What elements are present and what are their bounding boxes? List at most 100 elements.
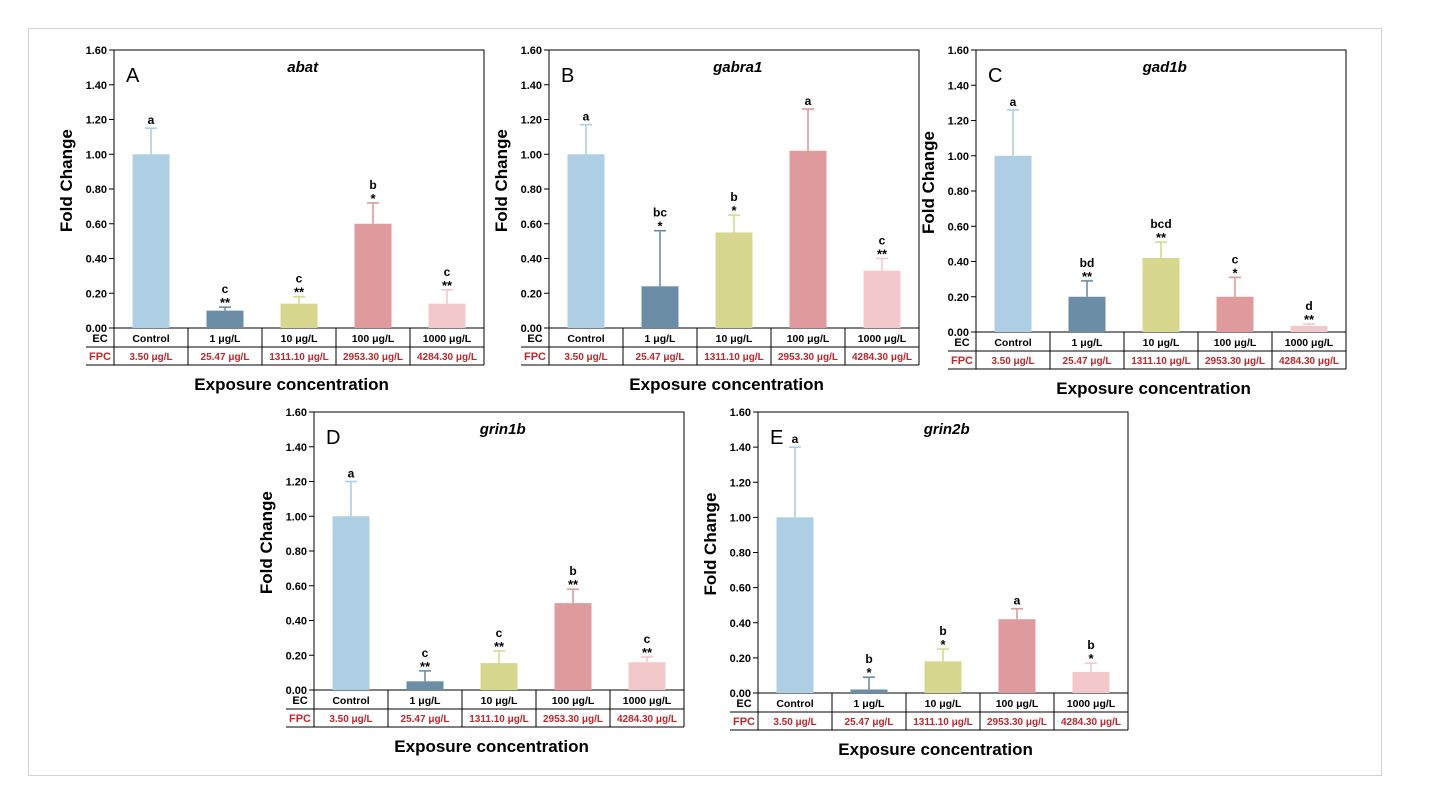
y-axis-label: Fold Change bbox=[919, 131, 938, 234]
y-tick-label: 1.40 bbox=[286, 442, 307, 454]
y-tick-label: 1.20 bbox=[86, 115, 107, 127]
ec-label: 1 μg/L bbox=[210, 333, 242, 345]
group-letter: c bbox=[496, 626, 503, 640]
y-tick-label: 0.00 bbox=[730, 688, 751, 700]
significance-stars: ** bbox=[1304, 312, 1315, 327]
y-tick-label: 0.20 bbox=[286, 650, 307, 662]
ec-label: 1 μg/L bbox=[645, 333, 677, 345]
fpc-label: 1311.10 μg/L bbox=[469, 714, 529, 725]
bar bbox=[715, 232, 753, 328]
panel-letter: C bbox=[988, 65, 1002, 87]
y-tick-label: 1.00 bbox=[521, 149, 542, 161]
y-tick-label: 1.20 bbox=[286, 477, 307, 489]
y-tick-label: 1.20 bbox=[730, 477, 751, 489]
y-tick-label: 0.60 bbox=[86, 219, 107, 231]
bar bbox=[998, 619, 1036, 693]
fpc-label: 2953.30 μg/L bbox=[343, 352, 403, 363]
group-letter: c bbox=[422, 646, 429, 660]
bar bbox=[1216, 296, 1254, 332]
bar bbox=[1290, 325, 1328, 332]
fpc-label: 25.47 μg/L bbox=[1063, 356, 1112, 367]
y-tick-label: 1.60 bbox=[86, 45, 107, 57]
bar bbox=[332, 516, 370, 690]
group-letter: b bbox=[939, 624, 946, 638]
significance-stars: * bbox=[940, 637, 946, 652]
y-tick-label: 0.20 bbox=[730, 653, 751, 665]
bar bbox=[132, 154, 170, 328]
significance-stars: ** bbox=[494, 639, 505, 654]
y-tick-label: 1.60 bbox=[730, 407, 751, 419]
panel-letter: D bbox=[326, 427, 340, 449]
significance-stars: ** bbox=[642, 645, 653, 660]
y-tick-label: 1.40 bbox=[521, 80, 542, 92]
group-letter: a bbox=[348, 467, 355, 481]
ec-label: Control bbox=[332, 695, 369, 707]
y-tick-label: 0.80 bbox=[730, 548, 751, 560]
group-letter: c bbox=[644, 632, 651, 646]
y-axis-label: Fold Change bbox=[57, 129, 76, 232]
ec-label: 10 μg/L bbox=[281, 333, 318, 345]
ec-label: 1000 μg/L bbox=[423, 333, 472, 345]
y-tick-label: 0.20 bbox=[86, 288, 107, 300]
panel-letter: A bbox=[126, 65, 140, 87]
fpc-label: 1311.10 μg/L bbox=[913, 717, 973, 728]
y-tick-label: 0.20 bbox=[521, 288, 542, 300]
fpc-label: 4284.30 μg/L bbox=[852, 352, 912, 363]
fpc-label: 2953.30 μg/L bbox=[987, 717, 1047, 728]
bar bbox=[206, 310, 244, 328]
row-label-fpc: FPC bbox=[289, 713, 311, 725]
group-letter: a bbox=[583, 110, 590, 124]
significance-stars: * bbox=[731, 203, 737, 218]
fpc-label: 25.47 μg/L bbox=[636, 352, 685, 363]
y-tick-label: 1.00 bbox=[730, 512, 751, 524]
group-letter: a bbox=[148, 113, 155, 127]
fpc-label: 4284.30 μg/L bbox=[1061, 717, 1121, 728]
row-label-fpc: FPC bbox=[733, 716, 755, 728]
group-letter: c bbox=[1232, 252, 1239, 266]
fpc-label: 1311.10 μg/L bbox=[1131, 356, 1191, 367]
group-letter: bcd bbox=[1150, 217, 1171, 231]
fpc-label: 4284.30 μg/L bbox=[417, 352, 477, 363]
y-tick-label: 1.60 bbox=[286, 407, 307, 419]
significance-stars: ** bbox=[1082, 269, 1093, 284]
panel-title: grin2b bbox=[923, 421, 970, 438]
significance-stars: * bbox=[1088, 651, 1094, 666]
y-tick-label: 1.20 bbox=[521, 115, 542, 127]
fpc-label: 25.47 μg/L bbox=[845, 717, 894, 728]
bar bbox=[789, 150, 827, 328]
significance-stars: ** bbox=[568, 577, 579, 592]
panel-title: gabra1 bbox=[712, 59, 762, 76]
x-axis-label: Exposure concentration bbox=[394, 737, 589, 756]
bar bbox=[406, 681, 444, 690]
x-axis-label: Exposure concentration bbox=[1056, 379, 1251, 398]
ec-label: 10 μg/L bbox=[925, 698, 962, 710]
fpc-label: 1311.10 μg/L bbox=[269, 352, 329, 363]
group-letter: a bbox=[1010, 95, 1017, 109]
ec-label: 100 μg/L bbox=[352, 333, 395, 345]
panel-d: 0.00 0.20 0.40 0.60 0.80 1.00 1.20 1.40 1.60 Fold… bbox=[257, 407, 685, 756]
ec-label: 1000 μg/L bbox=[858, 333, 907, 345]
y-tick-label: 1.20 bbox=[948, 116, 969, 128]
row-label-ec: EC bbox=[527, 333, 542, 345]
y-tick-label: 0.20 bbox=[948, 292, 969, 304]
significance-stars: ** bbox=[220, 295, 231, 310]
significance-stars: * bbox=[370, 191, 376, 206]
y-tick-label: 0.40 bbox=[286, 616, 307, 628]
panel-letter: E bbox=[770, 427, 783, 449]
group-letter: bc bbox=[653, 206, 667, 220]
ec-label: 1000 μg/L bbox=[1067, 698, 1116, 710]
fpc-label: 4284.30 μg/L bbox=[1279, 356, 1339, 367]
group-letter: bd bbox=[1080, 256, 1095, 270]
y-tick-label: 0.40 bbox=[948, 257, 969, 269]
fpc-label: 3.50 μg/L bbox=[329, 714, 372, 725]
group-letter: c bbox=[879, 234, 886, 248]
group-letter: a bbox=[1014, 594, 1021, 608]
ec-label: 10 μg/L bbox=[481, 695, 518, 707]
panel-title: gad1b bbox=[1142, 59, 1187, 76]
y-axis-label: Fold Change bbox=[492, 129, 511, 232]
figure-frame: 0.00 0.20 0.40 0.60 0.80 1.00 1.20 1.40 1.60 Fold… bbox=[28, 28, 1382, 776]
y-tick-label: 0.60 bbox=[286, 581, 307, 593]
fpc-label: 3.50 μg/L bbox=[773, 717, 816, 728]
ec-label: 1000 μg/L bbox=[623, 695, 672, 707]
fpc-label: 3.50 μg/L bbox=[991, 356, 1034, 367]
